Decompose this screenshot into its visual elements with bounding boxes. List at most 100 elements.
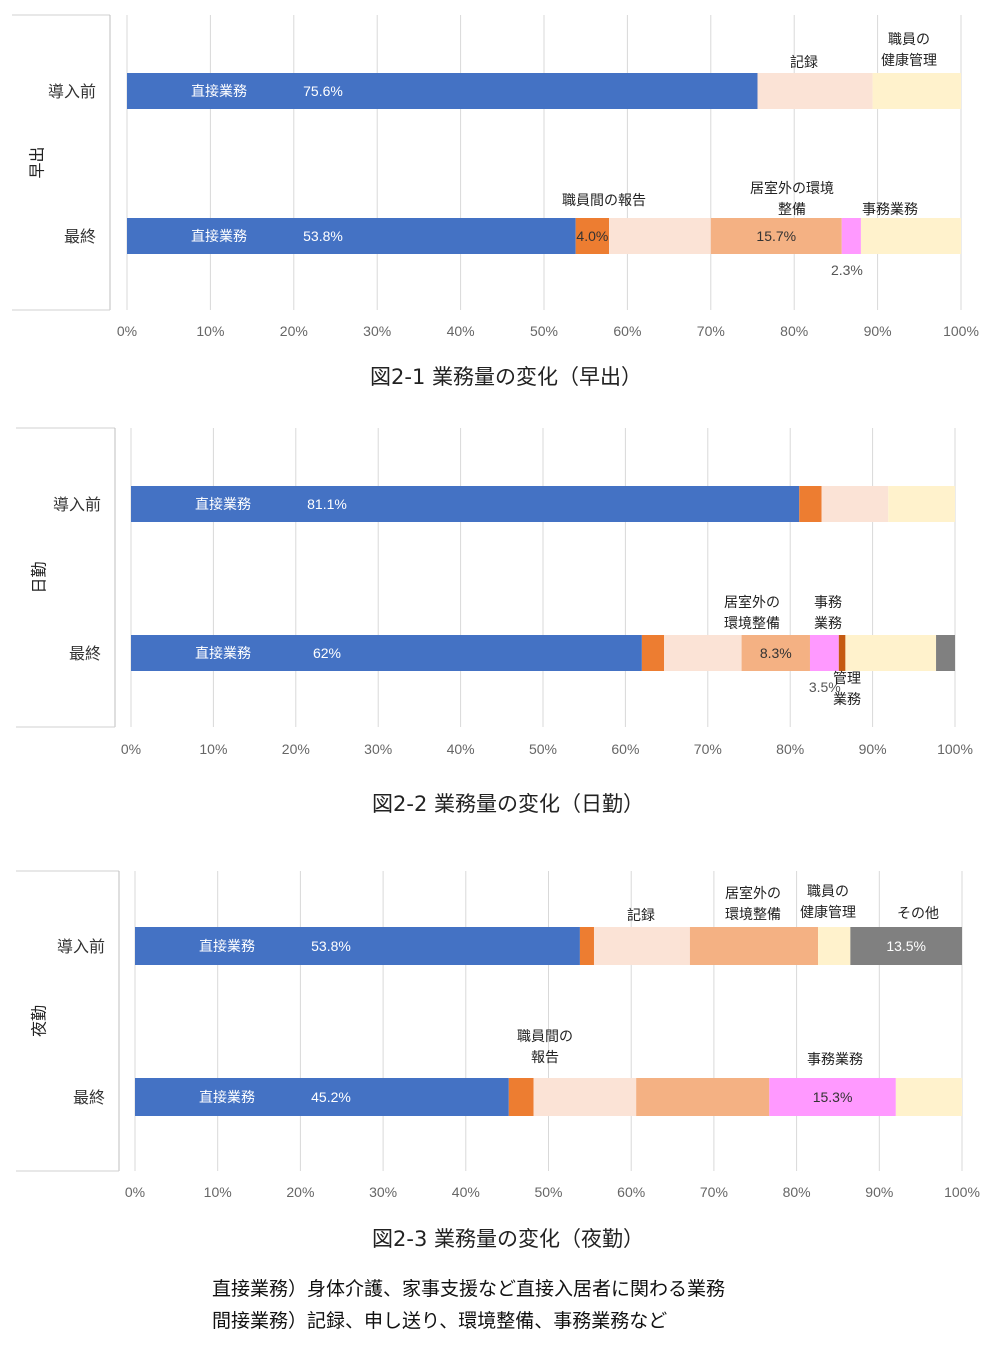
segment-annotation: 記録 bbox=[627, 907, 655, 924]
segment-annotation: 環境整備 bbox=[725, 907, 781, 923]
segment-annotation: 事務業務 bbox=[862, 202, 918, 218]
category-label: 最終 bbox=[64, 227, 96, 246]
segment-annotation: 業務 bbox=[814, 616, 842, 632]
segment-value-label: 53.8% bbox=[311, 938, 351, 954]
bar-segment bbox=[936, 635, 955, 671]
segment-name-label: 直接業務 bbox=[199, 1089, 255, 1106]
x-tick-label: 70% bbox=[700, 1184, 728, 1200]
x-tick-label: 0% bbox=[121, 741, 141, 757]
x-tick-label: 90% bbox=[864, 323, 892, 339]
segment-annotation: 健康管理 bbox=[881, 52, 937, 69]
segment-value-label: 75.6% bbox=[303, 83, 343, 99]
x-tick-label: 50% bbox=[529, 741, 557, 757]
segment-annotation: 記録 bbox=[790, 54, 818, 71]
bar-segment bbox=[508, 1078, 534, 1116]
category-label: 最終 bbox=[73, 1088, 105, 1107]
segment-annotation: 事務 bbox=[814, 595, 842, 611]
segment-value-label: 2.3% bbox=[831, 262, 863, 278]
x-tick-label: 20% bbox=[286, 1184, 314, 1200]
bar-segment bbox=[860, 218, 961, 254]
bar-segment bbox=[741, 635, 810, 671]
segment-annotation: 職員の bbox=[807, 884, 849, 900]
segment-value-label: 62% bbox=[313, 645, 341, 661]
x-tick-label: 60% bbox=[611, 741, 639, 757]
segment-annotation: 報告 bbox=[531, 1050, 559, 1066]
segment-annotation: 職員の bbox=[888, 32, 930, 48]
x-tick-label: 40% bbox=[447, 323, 475, 339]
bar-segment bbox=[841, 218, 861, 254]
x-tick-label: 50% bbox=[534, 1184, 562, 1200]
x-tick-label: 20% bbox=[282, 741, 310, 757]
x-tick-label: 80% bbox=[783, 1184, 811, 1200]
segment-annotation: 職員間の報告 bbox=[562, 193, 646, 209]
bar-segment bbox=[872, 73, 961, 109]
category-label: 導入前 bbox=[48, 82, 96, 101]
segment-value-label: 3.5% bbox=[809, 679, 841, 695]
segment-annotation: 管理 bbox=[833, 671, 861, 687]
bar-segment bbox=[818, 927, 851, 965]
segment-annotation: 居室外の環境 bbox=[750, 180, 834, 197]
bar-segment bbox=[636, 1078, 770, 1116]
segment-annotation: 事務業務 bbox=[807, 1052, 863, 1068]
note-direct: 直接業務）身体介護、家事支援など直接入居者に関わる業務 bbox=[212, 1278, 726, 1300]
x-tick-label: 30% bbox=[363, 323, 391, 339]
x-tick-label: 90% bbox=[859, 741, 887, 757]
x-tick-label: 70% bbox=[697, 323, 725, 339]
group-label: 早出 bbox=[28, 146, 47, 178]
chart-title: 図2-3 業務量の変化（夜勤） bbox=[372, 1227, 644, 1251]
bar-segment bbox=[769, 1078, 896, 1116]
x-tick-label: 80% bbox=[776, 741, 804, 757]
bar-segment bbox=[131, 486, 800, 522]
bar-segment bbox=[845, 635, 937, 671]
x-tick-label: 40% bbox=[452, 1184, 480, 1200]
bar-segment bbox=[850, 927, 962, 965]
segment-annotation: 健康管理 bbox=[800, 904, 856, 921]
bar-segment bbox=[593, 927, 690, 965]
bar-segment bbox=[689, 927, 819, 965]
category-label: 導入前 bbox=[57, 937, 105, 956]
bar-segment bbox=[575, 218, 610, 254]
category-label: 最終 bbox=[69, 644, 101, 663]
segment-annotation: 居室外の bbox=[725, 885, 781, 902]
group-label: 夜勤 bbox=[30, 1005, 49, 1037]
segment-name-label: 直接業務 bbox=[195, 645, 251, 662]
bar-segment bbox=[821, 486, 889, 522]
segment-annotation: 居室外の bbox=[724, 594, 780, 611]
x-tick-label: 100% bbox=[944, 1184, 980, 1200]
bar-segment bbox=[838, 635, 846, 671]
x-tick-label: 100% bbox=[943, 323, 979, 339]
x-tick-label: 10% bbox=[196, 323, 224, 339]
bar-segment bbox=[757, 73, 873, 109]
note-indirect: 間接業務）記録、申し送り、環境整備、事務業務など bbox=[212, 1310, 668, 1332]
segment-value-label: 13.5% bbox=[886, 938, 926, 954]
segment-annotation: 業務 bbox=[833, 692, 861, 708]
segment-annotation: 整備 bbox=[778, 202, 806, 218]
segment-value-label: 81.1% bbox=[307, 496, 347, 512]
bar-segment bbox=[710, 218, 842, 254]
bar-segment bbox=[641, 635, 665, 671]
bar-segment bbox=[799, 486, 822, 522]
segment-name-label: 直接業務 bbox=[191, 228, 247, 245]
bar-segment bbox=[127, 218, 576, 254]
chart-title: 図2-2 業務量の変化（日勤） bbox=[372, 792, 644, 816]
bar-segment bbox=[888, 486, 955, 522]
segment-value-label: 45.2% bbox=[311, 1089, 351, 1105]
segment-name-label: 直接業務 bbox=[195, 496, 251, 513]
x-tick-label: 0% bbox=[125, 1184, 145, 1200]
bar-segment bbox=[533, 1078, 637, 1116]
x-tick-label: 80% bbox=[780, 323, 808, 339]
segment-annotation: 職員間の bbox=[517, 1029, 573, 1045]
bar-segment bbox=[135, 927, 580, 965]
segment-value-label: 53.8% bbox=[303, 228, 343, 244]
category-label: 導入前 bbox=[53, 495, 101, 514]
bar-segment bbox=[809, 635, 839, 671]
x-tick-label: 40% bbox=[447, 741, 475, 757]
bar-segment bbox=[664, 635, 742, 671]
x-tick-label: 10% bbox=[199, 741, 227, 757]
bar-segment bbox=[135, 1078, 509, 1116]
segment-value-label: 15.3% bbox=[813, 1089, 853, 1105]
segment-annotation: その他 bbox=[897, 906, 939, 922]
x-tick-label: 10% bbox=[204, 1184, 232, 1200]
segment-name-label: 直接業務 bbox=[191, 83, 247, 100]
